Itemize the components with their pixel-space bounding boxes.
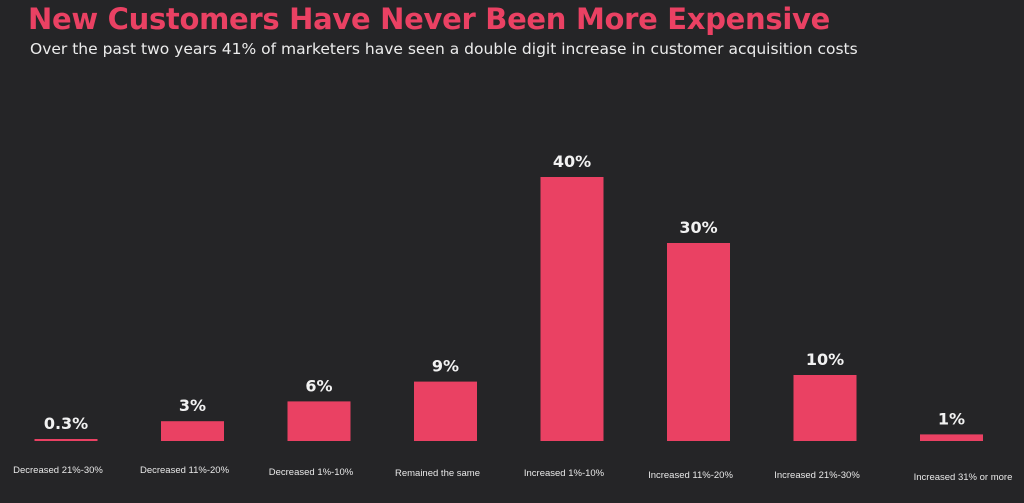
category-label-8: Increased 31% or more [914,472,1013,483]
bar-3 [287,401,351,441]
bar-7 [793,375,857,441]
chart-title: New Customers Have Never Been More Expen… [28,2,830,36]
value-labels-group: 0.3% 3% 6% 9% 40% 30% 10% 1% [44,152,965,433]
category-label-2: Decreased 11%-20% [140,465,230,476]
value-label-4: 9% [432,357,459,376]
value-label-8: 1% [938,409,965,428]
chart-subtitle: Over the past two years 41% of marketers… [30,40,858,58]
category-label-7: Increased 21%-30% [774,470,860,481]
category-label-5: Increased 1%-10% [524,468,605,479]
bar-6 [667,243,730,441]
value-label-6: 30% [679,218,717,237]
value-label-1: 0.3% [44,414,88,433]
bar-8 [920,434,983,441]
bar-1 [34,439,98,441]
value-label-7: 10% [806,350,844,369]
category-label-6: Increased 11%-20% [648,470,733,481]
bar-4 [414,381,477,441]
value-label-5: 40% [553,152,591,171]
category-label-3: Decreased 1%-10% [269,467,354,478]
bars-group [34,177,983,441]
category-labels-group: Decreased 21%-30% Decreased 11%-20% Decrea… [13,465,1012,483]
value-label-2: 3% [179,396,206,415]
category-label-4: Remained the same [395,468,480,479]
value-label-3: 6% [305,376,332,395]
bar-2 [161,421,224,441]
bar-5 [540,177,604,441]
category-label-1: Decreased 21%-30% [13,465,103,476]
